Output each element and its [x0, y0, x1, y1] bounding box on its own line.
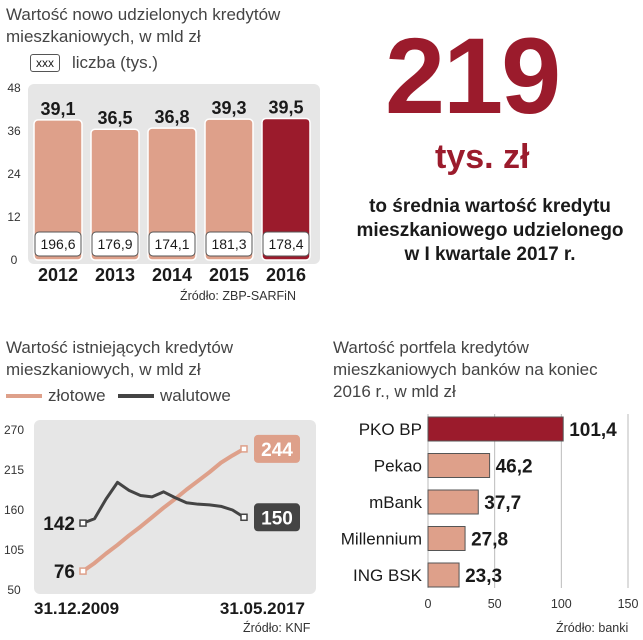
chart1-category-label: 2012	[38, 265, 78, 285]
chart3-source: Źródło: banki	[556, 621, 629, 635]
chart2-title-line2: mieszkaniowych, w mld zł	[6, 360, 201, 379]
highlight-line1: to średnia wartość kredytu	[369, 196, 611, 217]
chart1-ytick: 48	[7, 81, 21, 95]
highlight-line2: mieszkaniowego udzielonego	[356, 220, 624, 241]
chart2-endpoint-marker	[79, 567, 87, 575]
chart2-source: Źródło: KNF	[243, 621, 311, 635]
highlight-line3: w I kwartale 2017 r.	[404, 244, 576, 265]
chart3-category-label: Millennium	[341, 530, 422, 549]
chart1-value-label: 39,3	[211, 98, 246, 118]
chart3-value-label: 101,4	[569, 420, 617, 441]
chart1-count-box	[262, 231, 310, 257]
chart3-title-line2: mieszkaniowych banków na koniec	[333, 360, 598, 379]
chart1-legend-label: liczba (tys.)	[72, 53, 158, 72]
chart2-end-label: 244	[261, 440, 293, 461]
chart1-title-line1: Wartość nowo udzielonych kredytów	[6, 5, 281, 24]
chart1-title-line2: mieszkaniowych, w mld zł	[6, 27, 201, 46]
chart1-count-box	[148, 231, 196, 257]
chart1-category-label: 2016	[266, 265, 306, 285]
chart2-x-start-label: 31.12.2009	[34, 599, 119, 618]
chart2-series-line	[81, 447, 245, 573]
chart3-value-label: 27,8	[471, 530, 508, 551]
chart1-ytick: 12	[7, 210, 21, 224]
chart3-value-label: 23,3	[465, 566, 502, 587]
legend-zlotowe-label: złotowe	[48, 386, 106, 405]
chart1-bar	[33, 119, 83, 261]
chart1-bar	[261, 117, 311, 261]
chart1-count-label: 181,3	[211, 236, 246, 252]
chart3-bar	[427, 453, 491, 478]
chart3-xtick: 150	[618, 597, 639, 611]
chart1-value-label: 39,5	[268, 97, 303, 117]
highlight-number: 219	[385, 15, 561, 136]
highlight-unit: tys. zł	[435, 138, 530, 176]
chart3-title-line1: Wartość portfela kredytów	[333, 338, 529, 357]
chart3-category-label: Pekao	[374, 457, 422, 476]
chart3-value-label: 37,7	[484, 493, 521, 514]
chart1-value-label: 39,1	[40, 99, 75, 119]
chart2-end-label: 150	[261, 508, 293, 529]
chart1-svg: 0 12 24 36 48 39,1 196,6 2012 36,5 176,9 2013 36,8…	[7, 81, 320, 285]
chart2-endpoint-marker	[240, 445, 248, 453]
chart2-end-label-box	[254, 503, 300, 532]
chart3-value-label: 46,2	[496, 457, 533, 478]
chart3-xtick: 100	[551, 597, 572, 611]
chart2-title-line1: Wartość istniejących kredytów	[6, 338, 234, 357]
chart3-category-label: ING BSK	[353, 566, 423, 585]
chart1-count-label: 196,6	[40, 236, 75, 252]
chart1-category-label: 2014	[152, 265, 192, 285]
chart3-category-label: PKO BP	[359, 420, 422, 439]
chart1-count-box	[91, 231, 139, 257]
chart1-ytick: 36	[7, 124, 21, 138]
legend-zlotowe-swatch	[6, 394, 42, 398]
chart2-ytick: 160	[4, 503, 24, 517]
chart2-start-label: 76	[54, 562, 75, 583]
chart2-series-line	[82, 480, 245, 525]
chart1-legend-box: xxx	[30, 54, 60, 72]
chart1-count-box	[34, 231, 82, 257]
chart2-ytick: 270	[4, 423, 24, 437]
chart2-endpoint-marker	[79, 519, 87, 527]
chart3-xtick: 0	[425, 597, 432, 611]
chart1-category-label: 2013	[95, 265, 135, 285]
chart3-svg: 0 50 100 150 PKO BP 101,4 Pekao 46,2 mBank 37,7 M…	[341, 414, 639, 611]
chart2-endpoint-marker	[240, 513, 248, 522]
chart1-count-label: 178,4	[268, 236, 303, 252]
chart1-bar	[204, 118, 254, 261]
chart3-title-line3: 2016 r., w mld zł	[333, 382, 456, 401]
chart1-value-label: 36,8	[154, 107, 189, 127]
chart2-ytick: 215	[4, 463, 24, 477]
chart1-category-label: 2015	[209, 265, 249, 285]
chart3-bar	[427, 489, 479, 515]
chart3-xtick: 50	[488, 597, 502, 611]
chart1-count-label: 176,9	[97, 236, 132, 252]
chart2-svg: 50 105 160 215 270 76 244 142 150 31.12.2009 31.0…	[4, 420, 316, 618]
chart1-bar	[90, 128, 140, 261]
chart2-ytick: 105	[4, 543, 24, 557]
chart2-panel	[34, 420, 316, 594]
chart3-bar	[427, 562, 460, 588]
legend-walutowe-label: walutowe	[160, 386, 231, 405]
chart1-count-label: 174,1	[154, 236, 189, 252]
chart2-start-label: 142	[43, 514, 75, 535]
chart3-bar	[427, 416, 564, 442]
chart3-bar	[427, 526, 466, 551]
chart1-count-box	[205, 231, 253, 257]
chart2-x-end-label: 31.05.2017	[220, 599, 305, 618]
chart1-bar	[147, 127, 197, 261]
legend-walutowe-swatch	[118, 394, 154, 398]
chart3-category-label: mBank	[369, 493, 422, 512]
chart1-ytick: 24	[7, 167, 21, 181]
chart1-ytick: 0	[11, 253, 18, 267]
chart1-source: Źródło: ZBP-SARFiN	[180, 289, 296, 303]
chart2-end-label-box	[254, 434, 300, 463]
chart1-value-label: 36,5	[97, 108, 132, 128]
chart2-ytick: 50	[7, 583, 21, 597]
